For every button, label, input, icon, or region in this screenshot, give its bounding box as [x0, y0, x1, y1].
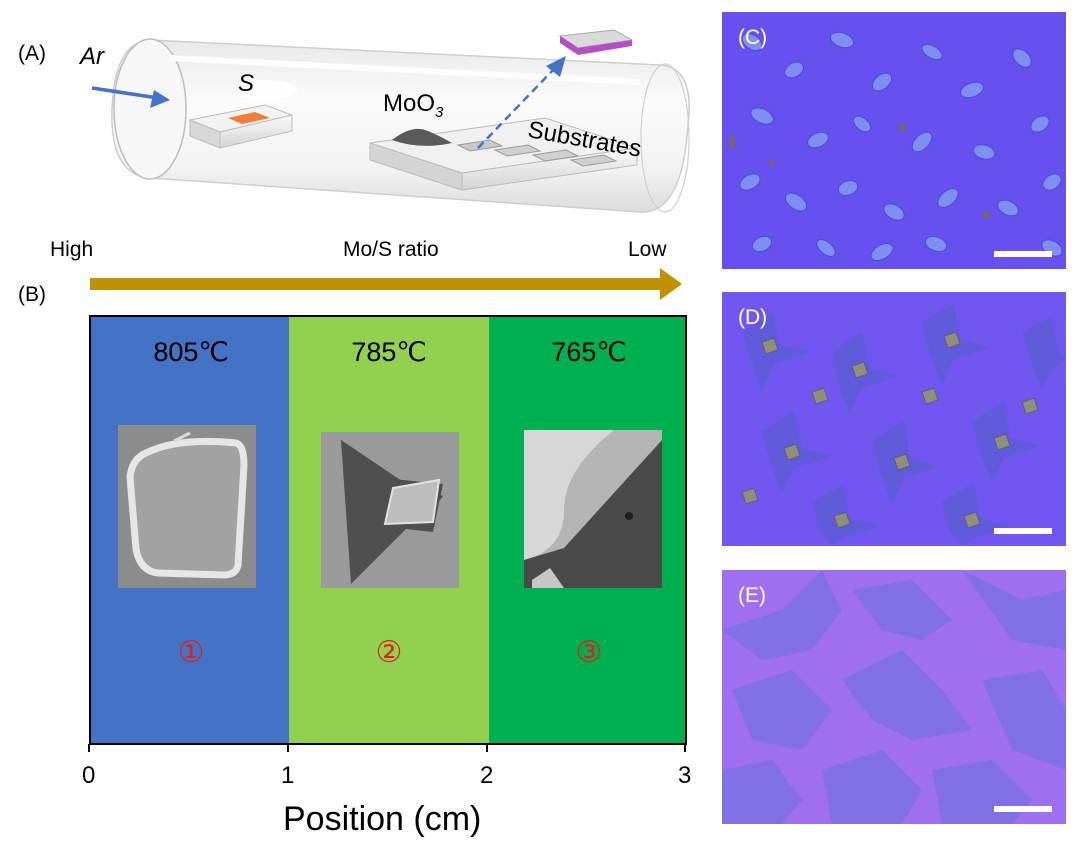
scale-bar-c	[994, 251, 1052, 257]
panel-b-label: (B)	[18, 283, 46, 306]
zone-3-temperature: 765℃	[551, 337, 627, 367]
micrograph-c: (C)	[722, 12, 1066, 269]
sulfur-boat	[188, 104, 294, 149]
zone-1-temperature: 805℃	[153, 337, 229, 367]
micrograph-c-flakes	[722, 12, 1066, 269]
panel-e-label: (E)	[738, 584, 766, 607]
panel-c-label: (C)	[738, 26, 768, 49]
gradient-title: Mo/S ratio	[343, 238, 439, 261]
moo3-powder	[392, 128, 452, 146]
micrograph-e-flakes	[722, 570, 1066, 824]
scale-bar-e	[994, 806, 1052, 812]
moo3-subscript: 3	[435, 103, 444, 121]
substrate-piece	[493, 144, 542, 157]
tube-opening	[113, 38, 187, 180]
temperature-zones-chart: 805℃ 785℃ 765℃ ① ② ③	[89, 315, 687, 745]
gradient-high-label: High	[50, 238, 94, 261]
zone-1-marker: ①	[177, 636, 205, 669]
mo-s-ratio-arrow	[90, 268, 682, 300]
zone-2-temperature: 785℃	[351, 337, 427, 367]
x-tick-1: 1	[281, 762, 295, 789]
micrograph-d-flakes	[722, 292, 1066, 546]
panel-a-label: (A)	[18, 42, 46, 65]
x-tick-0: 0	[82, 762, 96, 789]
sulfur-powder	[228, 112, 270, 124]
moo3-boat	[369, 117, 638, 191]
x-tick-2: 2	[480, 762, 494, 789]
substrate-zoom-arrow	[477, 67, 556, 149]
sulfur-label: S	[238, 70, 255, 97]
gradient-low-label: Low	[628, 238, 667, 261]
substrate-piece	[569, 154, 618, 167]
moo3-label: MoO3	[383, 90, 443, 121]
panel-d-label: (D)	[738, 306, 768, 329]
micrograph-e: (E)	[722, 570, 1066, 824]
sem-image-zone-1	[118, 425, 256, 588]
x-axis-label: Position (cm)	[283, 800, 482, 838]
zone-3-marker: ③	[575, 636, 603, 669]
gas-label: Ar	[80, 43, 104, 70]
x-tick-3: 3	[678, 762, 692, 789]
substrate-closeup	[558, 29, 634, 55]
micrograph-d: (D)	[722, 292, 1066, 546]
substrate-piece	[531, 149, 580, 162]
sem-image-zone-3	[524, 430, 662, 588]
sem-image-zone-2	[321, 432, 459, 588]
x-axis	[88, 744, 686, 752]
scale-bar-d	[994, 528, 1052, 534]
gas-flow-arrow	[91, 86, 159, 100]
furnace-schematic	[91, 29, 690, 213]
zone-2-marker: ②	[375, 636, 403, 669]
moo3-main: MoO	[383, 90, 436, 117]
